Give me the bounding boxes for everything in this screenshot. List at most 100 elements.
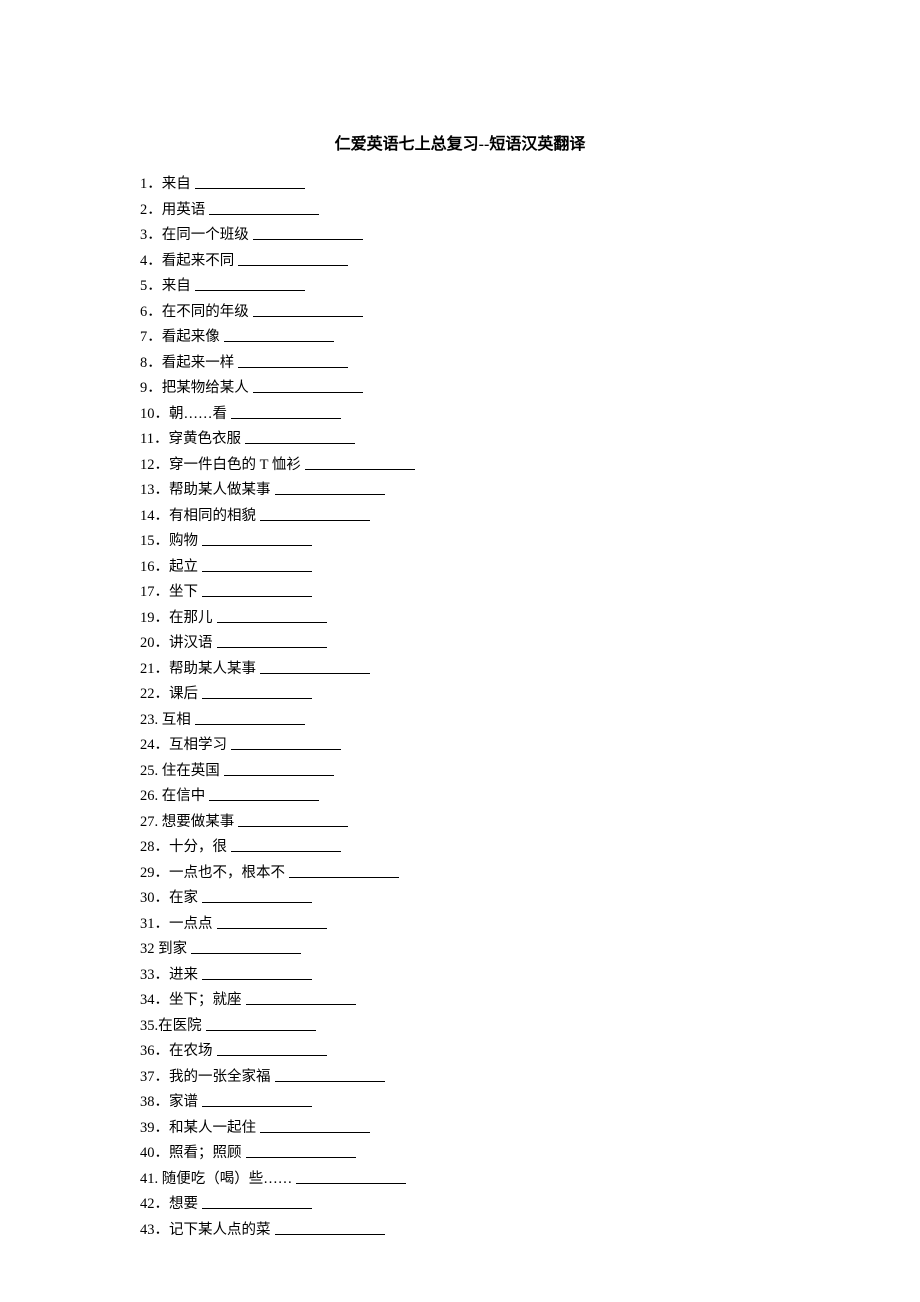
exercise-item: 4．看起来不同	[140, 249, 780, 275]
exercise-item: 43．记下某人点的菜	[140, 1218, 780, 1244]
item-number: 40．	[140, 1145, 169, 1161]
exercise-item: 6．在不同的年级	[140, 300, 780, 326]
item-text: 进来	[169, 967, 198, 983]
item-text: 在医院	[158, 1018, 202, 1034]
exercise-item: 25. 住在英国	[140, 759, 780, 785]
answer-blank	[260, 1118, 370, 1133]
answer-blank	[231, 735, 341, 750]
item-text: 起立	[169, 559, 198, 575]
item-text: 帮助某人某事	[169, 661, 256, 677]
item-number: 35.	[140, 1018, 158, 1034]
exercise-item: 22．课后	[140, 682, 780, 708]
exercise-item: 9．把某物给某人	[140, 376, 780, 402]
item-number: 15．	[140, 533, 169, 549]
answer-blank	[224, 761, 334, 776]
answer-blank	[195, 174, 305, 189]
item-text: 家谱	[169, 1094, 198, 1110]
item-text: 在那儿	[169, 610, 213, 626]
item-text: 记下某人点的菜	[169, 1222, 271, 1238]
answer-blank	[191, 939, 301, 954]
item-number: 6．	[140, 304, 162, 320]
exercise-item: 15．购物	[140, 529, 780, 555]
item-number: 22．	[140, 686, 169, 702]
item-text: 在农场	[169, 1043, 213, 1059]
answer-blank	[217, 608, 327, 623]
answer-blank	[275, 480, 385, 495]
answer-blank	[253, 225, 363, 240]
answer-blank	[209, 200, 319, 215]
exercise-item: 37．我的一张全家福	[140, 1065, 780, 1091]
item-number: 34．	[140, 992, 169, 1008]
answer-blank	[202, 965, 312, 980]
item-number: 14．	[140, 508, 169, 524]
item-text: 坐下	[169, 584, 198, 600]
item-number: 36．	[140, 1043, 169, 1059]
answer-blank	[202, 684, 312, 699]
exercise-item: 33．进来	[140, 963, 780, 989]
item-number: 4．	[140, 253, 162, 269]
exercise-item: 10．朝……看	[140, 402, 780, 428]
exercise-item: 14．有相同的相貌	[140, 504, 780, 530]
item-number: 26.	[140, 788, 162, 804]
item-text: 来自	[162, 278, 191, 294]
item-text: 和某人一起住	[169, 1120, 256, 1136]
answer-blank	[202, 582, 312, 597]
item-number: 32	[140, 941, 158, 957]
item-number: 9．	[140, 380, 162, 396]
item-text: 购物	[169, 533, 198, 549]
item-text: 朝……看	[169, 406, 227, 422]
exercise-item: 40．照看；照顾	[140, 1141, 780, 1167]
item-number: 19．	[140, 610, 169, 626]
item-number: 2．	[140, 202, 162, 218]
exercise-item: 1．来自	[140, 172, 780, 198]
answer-blank	[253, 378, 363, 393]
item-text: 照看；照顾	[169, 1145, 242, 1161]
exercise-item: 19．在那儿	[140, 606, 780, 632]
answer-blank	[202, 1194, 312, 1209]
item-text: 把某物给某人	[162, 380, 249, 396]
item-text: 我的一张全家福	[169, 1069, 271, 1085]
exercise-item: 30．在家	[140, 886, 780, 912]
item-number: 28．	[140, 839, 169, 855]
exercise-item: 8．看起来一样	[140, 351, 780, 377]
item-text: 十分，很	[169, 839, 227, 855]
answer-blank	[206, 1016, 316, 1031]
answer-blank	[209, 786, 319, 801]
item-text: 用英语	[162, 202, 206, 218]
answer-blank	[238, 251, 348, 266]
item-text: 互相	[162, 712, 191, 728]
item-number: 43．	[140, 1222, 169, 1238]
answer-blank	[260, 506, 370, 521]
answer-blank	[253, 302, 363, 317]
answer-blank	[195, 276, 305, 291]
item-number: 20．	[140, 635, 169, 651]
answer-blank	[195, 710, 305, 725]
exercise-item: 2．用英语	[140, 198, 780, 224]
item-number: 42．	[140, 1196, 169, 1212]
answer-blank	[296, 1169, 406, 1184]
item-text: 到家	[158, 941, 187, 957]
item-text: 在不同的年级	[162, 304, 249, 320]
exercise-item: 13．帮助某人做某事	[140, 478, 780, 504]
item-text: 坐下；就座	[169, 992, 242, 1008]
answer-blank	[238, 353, 348, 368]
item-number: 39．	[140, 1120, 169, 1136]
item-number: 17．	[140, 584, 169, 600]
exercise-item: 34．坐下；就座	[140, 988, 780, 1014]
item-number: 3．	[140, 227, 162, 243]
item-text: 穿一件白色的 T 恤衫	[169, 457, 301, 473]
exercise-item: 31．一点点	[140, 912, 780, 938]
item-text: 想要	[169, 1196, 198, 1212]
item-text: 住在英国	[162, 763, 220, 779]
item-number: 30．	[140, 890, 169, 906]
item-text: 在家	[169, 890, 198, 906]
item-text: 看起来一样	[162, 355, 235, 371]
item-text: 互相学习	[169, 737, 227, 753]
exercise-item: 26. 在信中	[140, 784, 780, 810]
item-text: 穿黄色衣服	[168, 431, 241, 447]
answer-blank	[275, 1220, 385, 1235]
item-number: 7．	[140, 329, 162, 345]
exercise-item: 32 到家	[140, 937, 780, 963]
item-text: 一点点	[169, 916, 213, 932]
item-text: 想要做某事	[162, 814, 235, 830]
